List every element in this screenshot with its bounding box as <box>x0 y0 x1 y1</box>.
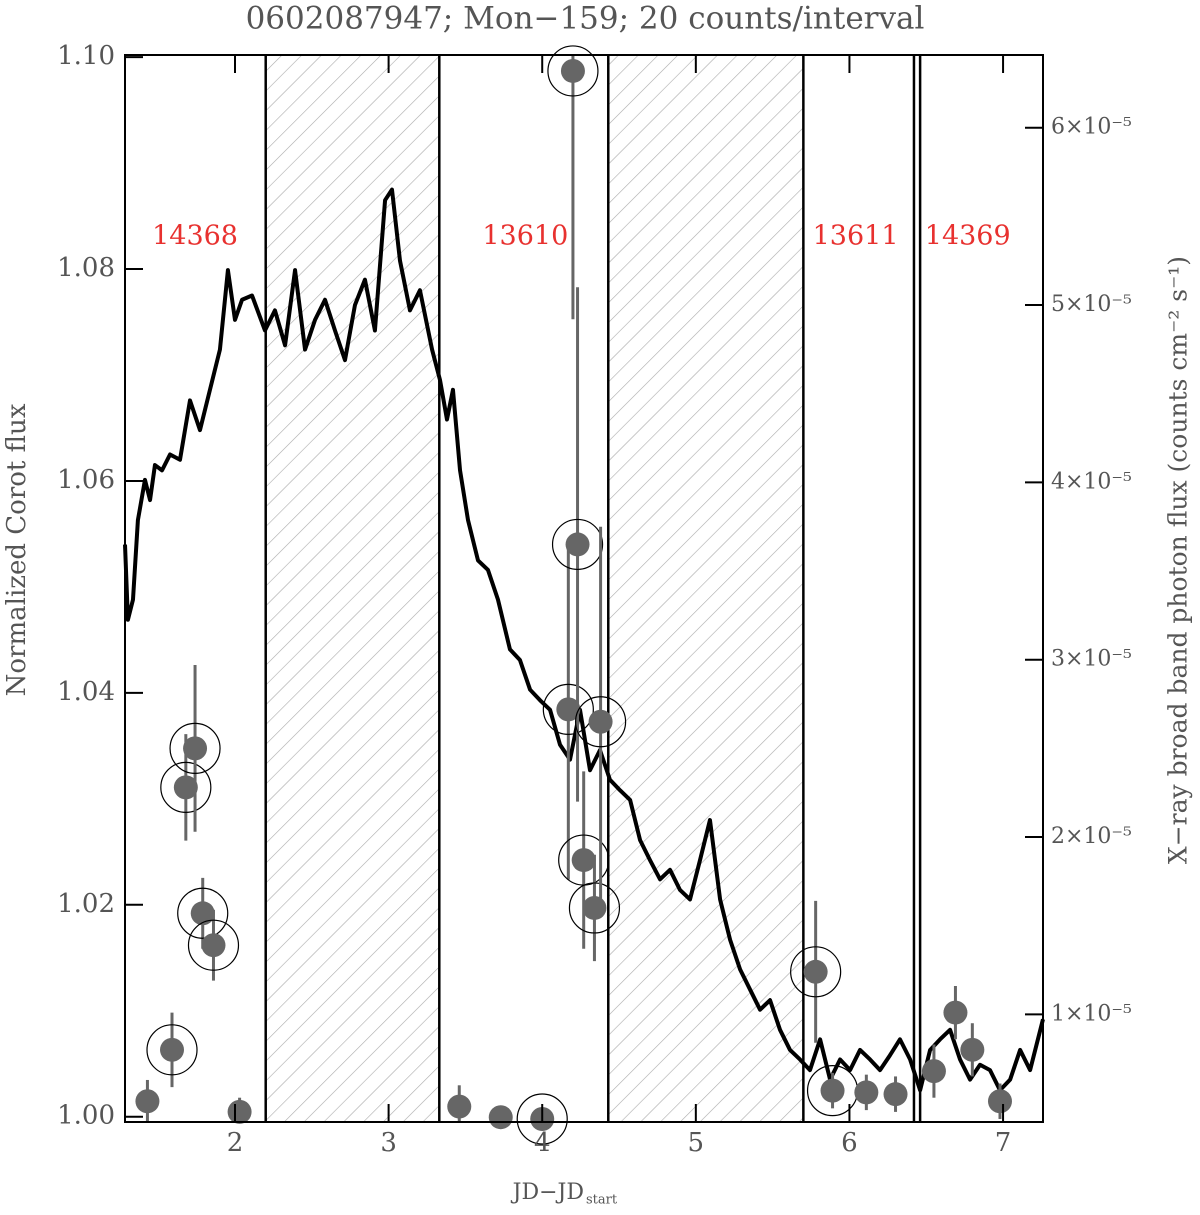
x-tick-label: 4 <box>534 1128 551 1158</box>
point-ring <box>177 887 229 939</box>
point-ring <box>169 722 221 774</box>
y2-tick-label: 3×10⁻⁵ <box>1051 647 1132 672</box>
y-tick-label: 1.06 <box>57 465 115 495</box>
chart-title: 0602087947; Mon−159; 20 counts/interval <box>246 1 925 37</box>
xray-point <box>190 901 215 926</box>
shaded-region <box>608 55 804 1122</box>
region-label: 13610 <box>482 221 568 252</box>
x-tick-label: 2 <box>227 1128 244 1158</box>
region-label: 14369 <box>925 221 1011 252</box>
xray-point <box>582 895 607 920</box>
point-ring <box>146 1024 198 1076</box>
point-ring <box>547 45 599 97</box>
y2-tick-label: 6×10⁻⁵ <box>1051 115 1132 140</box>
x-tick-label: 6 <box>841 1128 858 1158</box>
point-ring <box>160 761 212 813</box>
xray-point <box>488 1105 513 1130</box>
xray-point <box>803 959 828 984</box>
xray-point <box>854 1080 879 1105</box>
y2-tick-label: 1×10⁻⁵ <box>1051 1001 1132 1026</box>
point-ring <box>551 518 604 571</box>
xray-point <box>943 1000 968 1025</box>
point-ring <box>574 696 627 748</box>
y-tick-label: 1.04 <box>57 677 115 707</box>
xray-point <box>921 1059 946 1084</box>
x-tick-label: 3 <box>380 1128 397 1158</box>
xray-point <box>571 848 596 873</box>
x-tick-label: 5 <box>688 1128 705 1158</box>
xray-point <box>135 1089 160 1114</box>
y2-tick-label: 5×10⁻⁵ <box>1051 292 1132 317</box>
xray-point <box>556 697 581 722</box>
xray-point <box>588 709 613 734</box>
xray-point <box>883 1082 908 1107</box>
xray-point <box>227 1099 252 1124</box>
xray-point <box>183 736 208 761</box>
xray-point <box>820 1078 845 1103</box>
region-label: 13611 <box>813 221 899 252</box>
y-tick-label: 1.00 <box>57 1101 115 1131</box>
xray-point <box>160 1037 185 1062</box>
region-label: 14368 <box>152 221 238 252</box>
y2-tick-label: 4×10⁻⁵ <box>1051 469 1132 494</box>
y-tick-label: 1.10 <box>57 41 115 71</box>
x-axis-label-sub: start <box>586 1193 618 1208</box>
xray-point <box>987 1089 1012 1114</box>
point-ring <box>187 919 240 971</box>
y2-tick-label: 2×10⁻⁵ <box>1051 824 1132 849</box>
point-ring <box>568 882 621 934</box>
y-tick-label: 1.08 <box>57 253 115 283</box>
xray-point <box>447 1094 472 1119</box>
point-ring <box>542 683 594 735</box>
xray-point <box>173 775 198 800</box>
point-ring <box>790 946 842 998</box>
x-axis-label: JD−JD <box>511 1180 584 1205</box>
y-axis-label: Normalized Corot flux <box>2 403 32 696</box>
shaded-region <box>265 55 440 1122</box>
xray-point <box>960 1037 985 1062</box>
y-tick-label: 1.02 <box>57 889 115 919</box>
point-ring <box>516 1093 568 1145</box>
xray-point <box>201 933 226 958</box>
y2-axis-label: X−ray broad band photon flux (counts cm⁻… <box>1164 256 1193 864</box>
xray-point <box>560 58 585 83</box>
x-tick-label: 7 <box>995 1128 1012 1158</box>
xray-point <box>565 532 590 557</box>
flux-line <box>123 187 1045 1093</box>
plot-frame <box>124 54 1044 1123</box>
